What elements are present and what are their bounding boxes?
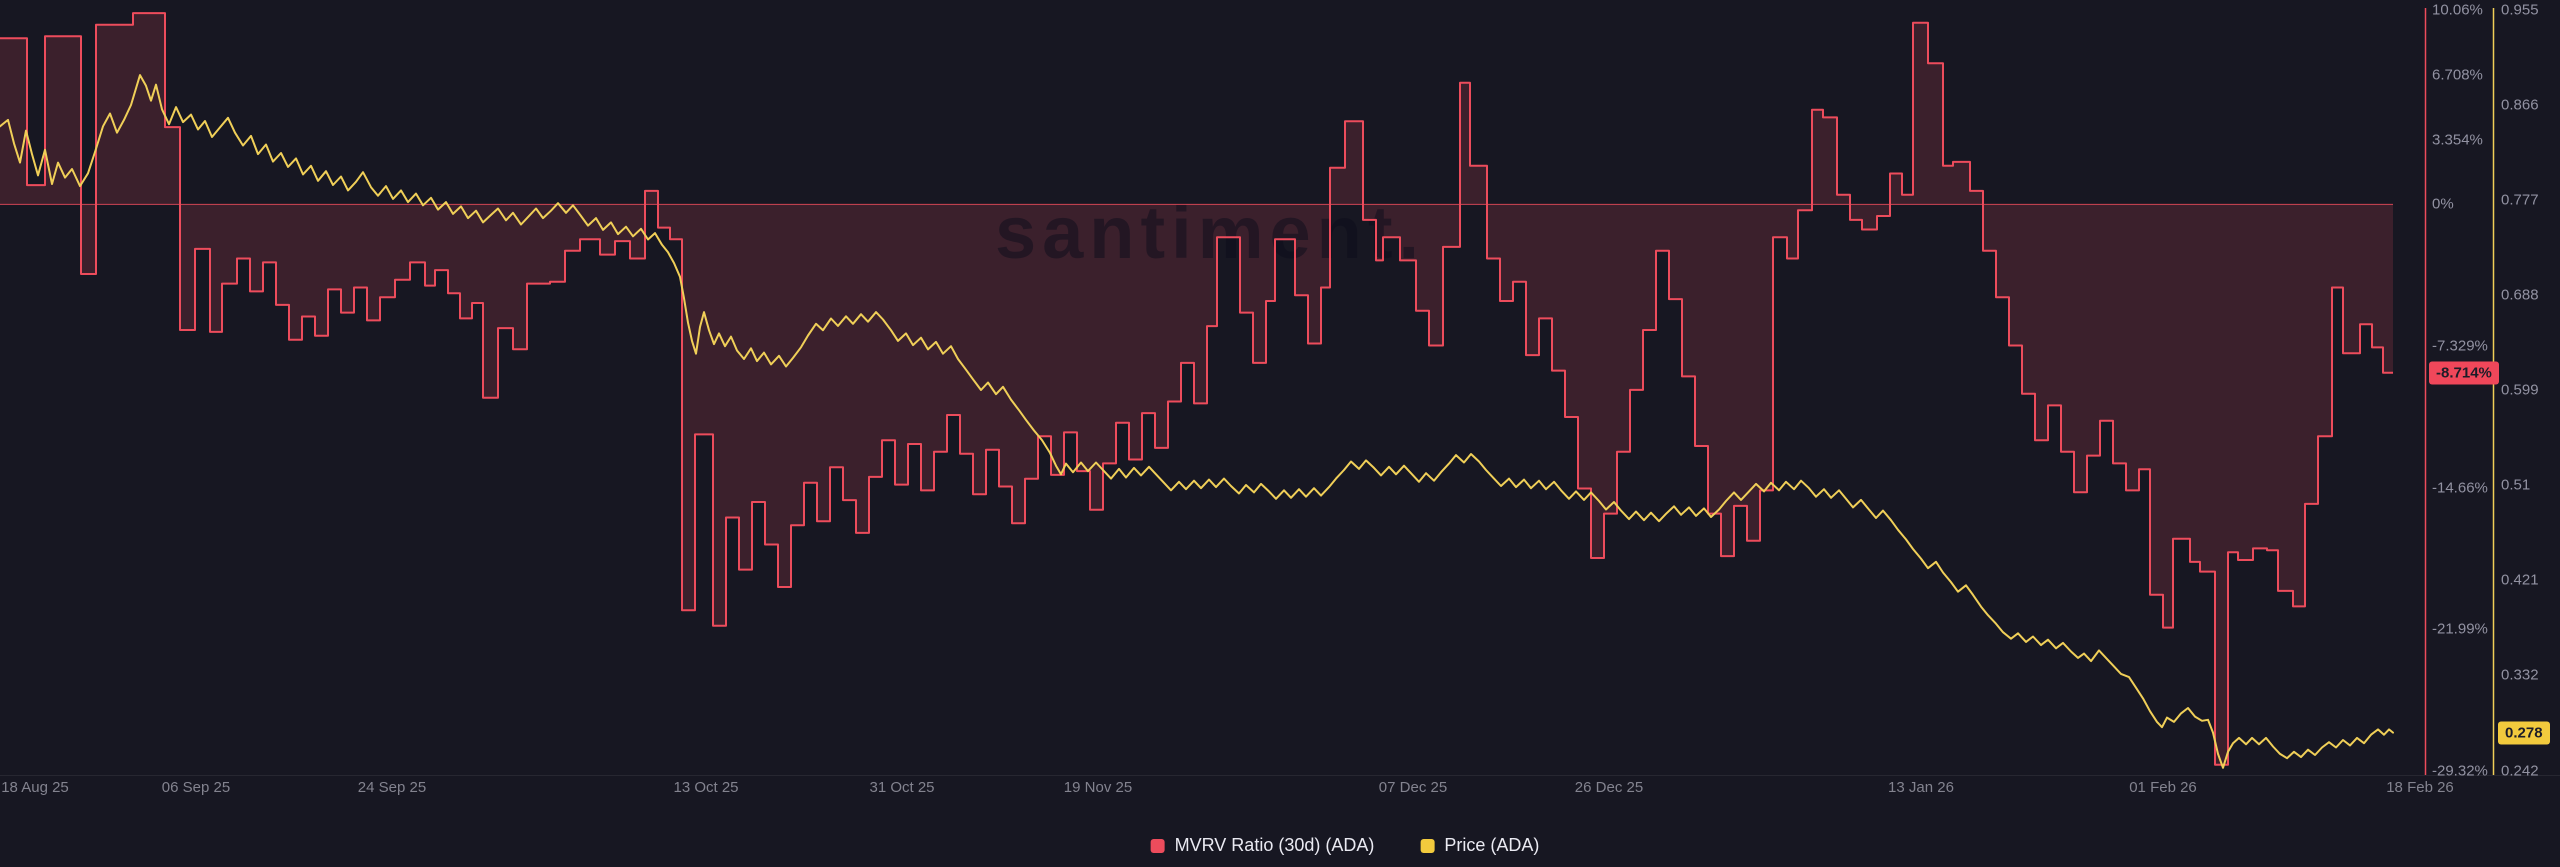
price-axis-tick: 0.332	[2501, 666, 2539, 684]
price-axis-tick: 0.777	[2501, 191, 2539, 209]
mvrv-area-fill	[0, 13, 2393, 765]
date-axis-tick: 18 Aug 25	[1, 779, 69, 796]
date-axis-tick: 13 Oct 25	[673, 779, 739, 796]
date-axis-tick: 24 Sep 25	[357, 779, 427, 796]
date-axis-tick: 26 Dec 25	[1574, 779, 1644, 796]
date-axis-tick: 18 Feb 26	[2386, 779, 2454, 796]
mvrv-axis-tick: 10.06%	[2432, 1, 2483, 19]
legend-item-price[interactable]: Price (ADA)	[1420, 835, 1539, 856]
price-axis-tick: 0.866	[2501, 96, 2539, 114]
date-axis-tick: 01 Feb 26	[2129, 779, 2197, 796]
mvrv-line	[0, 12, 2393, 766]
price-current-badge: 0.278	[2498, 721, 2550, 745]
legend: MVRV Ratio (30d) (ADA) Price (ADA)	[1150, 835, 1539, 856]
mvrv-axis-tick: 6.708%	[2432, 66, 2483, 84]
price-axis-tick: 0.688	[2501, 286, 2539, 304]
legend-item-mvrv[interactable]: MVRV Ratio (30d) (ADA)	[1150, 835, 1375, 856]
price-axis-tick: 0.955	[2501, 1, 2539, 19]
price-axis-tick: 0.242	[2501, 762, 2539, 780]
mvrv-axis-tick: -29.32%	[2432, 762, 2488, 780]
mvrv-swatch-icon	[1150, 838, 1165, 853]
santiment-watermark: santiment.	[995, 191, 1425, 274]
mvrv-axis-tick: -7.329%	[2432, 337, 2488, 355]
date-axis-tick: 31 Oct 25	[869, 779, 935, 796]
date-axis-tick: 13 Jan 26	[1888, 779, 1954, 796]
legend-label-price: Price (ADA)	[1444, 835, 1540, 855]
price-line	[0, 74, 2394, 769]
legend-label-mvrv: MVRV Ratio (30d) (ADA)	[1174, 835, 1375, 855]
mvrv-axis-tick: -21.99%	[2432, 620, 2488, 638]
date-axis-tick: 06 Sep 25	[161, 779, 231, 796]
price-axis-tick: 0.51	[2501, 476, 2531, 494]
mvrv-axis-tick: -14.66%	[2432, 479, 2488, 497]
price-axis-tick: 0.599	[2501, 381, 2539, 399]
mvrv-axis-tick: 0%	[2432, 195, 2454, 213]
date-axis-tick: 07 Dec 25	[1378, 779, 1448, 796]
mvrv-current-badge: -8.714%	[2429, 361, 2499, 385]
mvrv-axis-tick: 3.354%	[2432, 131, 2483, 149]
price-swatch-icon	[1420, 838, 1435, 853]
date-axis-tick: 19 Nov 25	[1063, 779, 1133, 796]
price-axis-tick: 0.421	[2501, 571, 2539, 589]
